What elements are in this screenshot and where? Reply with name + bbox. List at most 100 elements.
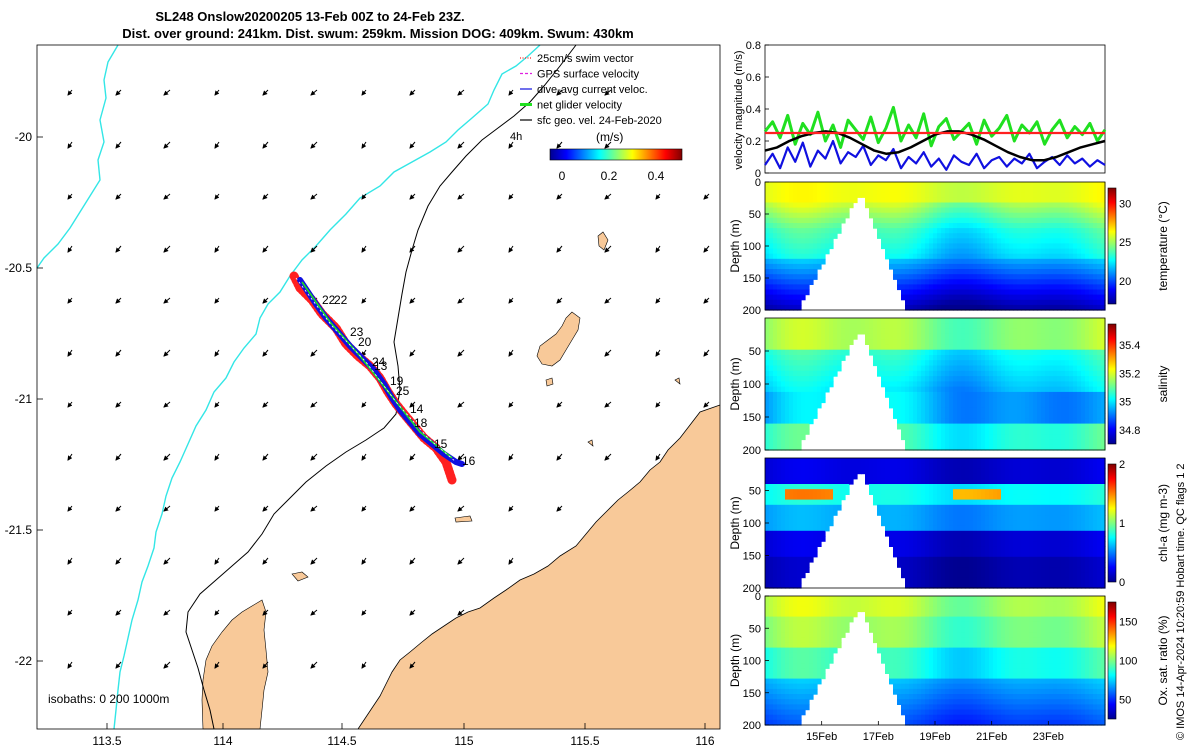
profile-cell bbox=[1041, 274, 1046, 280]
profile-cell bbox=[813, 263, 818, 270]
profile-cell bbox=[1057, 187, 1062, 193]
geo-velocity-arrow bbox=[556, 89, 563, 96]
profile-cell bbox=[1053, 349, 1058, 356]
profile-cell bbox=[1089, 294, 1094, 301]
profile-cell bbox=[1041, 223, 1046, 229]
profile-cell bbox=[769, 318, 774, 324]
profile-cell bbox=[777, 551, 782, 558]
profile-cell bbox=[821, 323, 826, 330]
profile-cell bbox=[989, 370, 994, 377]
profile-cell bbox=[837, 197, 842, 204]
profile-cell bbox=[789, 484, 794, 490]
profile-cell bbox=[897, 468, 902, 475]
profile-cell bbox=[817, 525, 822, 532]
profile-cell bbox=[801, 562, 806, 568]
profile-cell bbox=[1025, 263, 1030, 270]
profile-cell bbox=[1093, 304, 1098, 311]
profile-cell bbox=[961, 439, 966, 446]
profile-cell bbox=[937, 444, 942, 451]
profile-cell bbox=[1093, 381, 1098, 388]
profile-cell bbox=[981, 328, 986, 335]
profile-cell bbox=[977, 355, 982, 361]
profile-cell bbox=[765, 439, 770, 446]
profile-cell bbox=[989, 525, 994, 532]
profile-cell bbox=[953, 339, 958, 345]
profile-cell bbox=[929, 344, 934, 351]
profile-cell bbox=[961, 289, 966, 296]
profile-cell bbox=[1017, 207, 1022, 214]
profile-cell bbox=[965, 323, 970, 330]
profile-cell bbox=[769, 284, 774, 291]
profile-cell bbox=[1033, 202, 1038, 209]
profile-cell bbox=[1053, 182, 1058, 188]
profile-cell bbox=[1049, 294, 1054, 301]
profile-cell bbox=[777, 269, 782, 275]
profile-cell bbox=[1037, 187, 1042, 193]
profile-cell bbox=[945, 269, 950, 275]
profile-y-tick-label: 50 bbox=[749, 209, 761, 221]
profile-cell bbox=[937, 217, 942, 224]
profile-cell bbox=[837, 182, 842, 188]
profile-cell bbox=[1093, 349, 1098, 356]
profile-cell bbox=[1057, 253, 1062, 260]
profile-cell bbox=[769, 541, 774, 547]
profile-cell bbox=[833, 484, 838, 490]
profile-cell bbox=[977, 228, 982, 234]
profile-cell bbox=[1061, 318, 1066, 324]
profile-cell bbox=[945, 370, 950, 377]
profile-cell bbox=[953, 577, 958, 584]
profile-cell bbox=[937, 391, 942, 398]
profile-cell bbox=[905, 515, 910, 521]
profile-cell bbox=[905, 192, 910, 198]
profile-cell bbox=[997, 376, 1002, 382]
profile-cell bbox=[973, 318, 978, 324]
profile-cell bbox=[905, 567, 910, 573]
profile-cell bbox=[765, 418, 770, 425]
profile-cell bbox=[1037, 197, 1042, 204]
profile-cell bbox=[1089, 318, 1094, 324]
profile-cell bbox=[881, 243, 886, 250]
profile-cell bbox=[869, 197, 874, 204]
profile-cell bbox=[865, 197, 870, 204]
profile-cell bbox=[1033, 318, 1038, 324]
profile-cell bbox=[989, 418, 994, 425]
profile-cell bbox=[849, 192, 854, 198]
geo-velocity-arrow bbox=[556, 505, 563, 512]
profile-cell bbox=[1021, 223, 1026, 229]
profile-cell bbox=[1001, 391, 1006, 398]
profile-cell bbox=[925, 318, 930, 324]
profile-cell bbox=[1013, 304, 1018, 311]
profile-cell bbox=[941, 423, 946, 430]
profile-cell bbox=[1013, 253, 1018, 260]
profile-cell bbox=[1009, 187, 1014, 193]
profile-cell bbox=[805, 376, 810, 382]
profile-cell bbox=[877, 499, 882, 506]
profile-cell bbox=[781, 489, 786, 495]
profile-cell bbox=[945, 263, 950, 270]
profile-cell bbox=[881, 463, 886, 469]
profile-cell bbox=[813, 473, 818, 480]
profile-cell bbox=[909, 556, 914, 563]
profile-cell bbox=[893, 386, 898, 393]
profile-cell bbox=[1065, 299, 1070, 306]
profile-cell bbox=[789, 192, 794, 198]
profile-cell bbox=[821, 238, 826, 244]
profile-cell bbox=[1005, 258, 1010, 265]
profile-cell bbox=[941, 567, 946, 573]
geo-velocity-arrow bbox=[457, 193, 465, 200]
geo-velocity-arrow bbox=[310, 609, 318, 616]
profile-cell bbox=[765, 407, 770, 414]
profile-cell bbox=[781, 284, 786, 291]
profile-cell bbox=[985, 572, 990, 579]
profile-cell bbox=[1021, 228, 1026, 234]
profile-cell bbox=[949, 192, 954, 198]
profile-cell bbox=[873, 344, 878, 351]
profile-cell bbox=[1009, 207, 1014, 214]
profile-cell bbox=[925, 402, 930, 409]
profile-cell bbox=[981, 397, 986, 404]
profile-cell bbox=[997, 284, 1002, 291]
profile-cell bbox=[1101, 284, 1106, 291]
profile-cell bbox=[965, 546, 970, 553]
profile-cell bbox=[985, 413, 990, 419]
profile-cell bbox=[805, 339, 810, 345]
